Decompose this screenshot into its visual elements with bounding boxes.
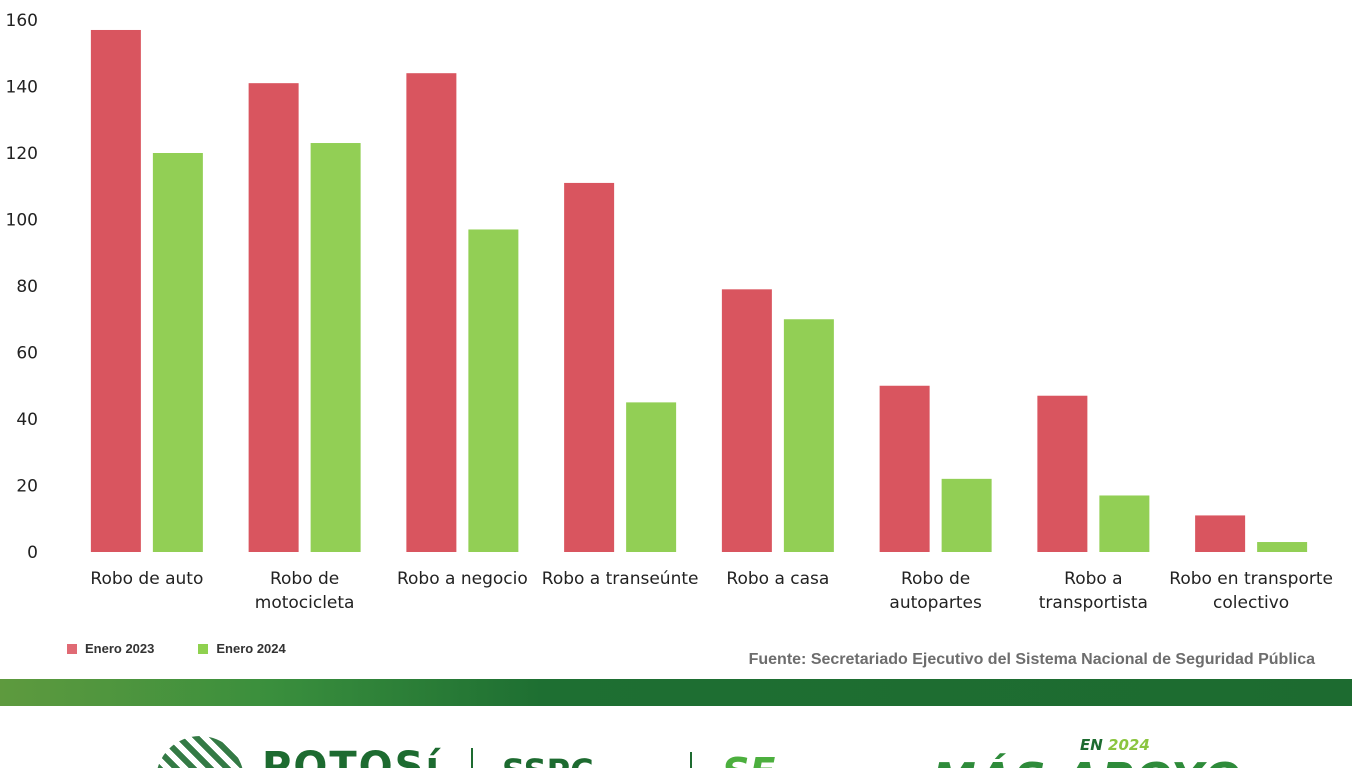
y-tick-label: 20 [16,477,38,497]
potosi-logo-text: POTOSí [262,744,442,768]
se-logo-text: SE [722,750,775,768]
y-tick-label: 140 [6,78,38,98]
slogan-year-text: EN 2024 [1080,736,1150,754]
x-category-label: transportista [1039,593,1148,613]
x-category-label: Robo en transporte [1169,569,1333,589]
slogan-en-text: EN [1080,736,1103,754]
sspc-logo-text: SSPC [502,752,594,768]
bar-2024 [468,229,519,552]
bar-2023 [1037,395,1088,552]
legend-label-2023: Enero 2023 [85,641,155,656]
x-category-label: Robo de [901,569,970,589]
x-category-label: Robo a casa [726,569,829,589]
source-note: Fuente: Secretariado Ejecutivo del Siste… [748,651,1315,668]
bar-2024 [152,153,203,552]
x-category-label: Robo a transeúnte [542,569,699,589]
x-category-label: motocicleta [255,593,355,613]
x-category-label: Robo a [1064,569,1122,589]
x-category-label: Robo a negocio [397,569,528,589]
bar-2023 [721,289,772,552]
bar-2023 [1195,515,1246,552]
y-tick-label: 40 [16,410,38,430]
y-tick-label: 60 [16,344,38,364]
legend-item-2024: Enero 2024 [198,641,286,656]
bar-2023 [564,182,615,553]
y-tick-label: 80 [16,277,38,297]
legend-label-2024: Enero 2024 [216,641,286,656]
legend-item-2023: Enero 2023 [67,641,154,656]
bar-2023 [248,83,299,553]
bar-2023 [90,29,141,553]
potosi-emblem-icon [156,736,244,768]
slogan-text: MÁS APOYO [932,754,1243,768]
bar-2023 [879,385,930,552]
footer-logos: POTOSí SSPC SE EN 2024 MÁS APOYO [0,706,1352,768]
chart-legend: Enero 2023 Enero 2024 [67,641,286,656]
logo-divider [690,752,692,768]
bar-2024 [783,319,834,552]
y-tick-label: 160 [6,11,38,31]
x-category-label: autopartes [889,593,982,613]
bar-2024 [310,143,361,552]
bar-2024 [1257,542,1308,552]
slogan-year: 2024 [1108,736,1150,754]
bar-2023 [406,73,457,552]
bar-chart: 0 20 40 60 80 100 120 140 160 Robo de auto Robo de… [6,11,1333,613]
legend-swatch-2023 [67,643,77,654]
bar-2024 [626,402,677,552]
bar-2024 [1099,495,1150,552]
x-category-label: Robo de auto [90,569,203,589]
logo-divider [471,748,473,768]
y-tick-label: 0 [27,543,38,563]
x-category-label: colectivo [1213,593,1289,613]
y-tick-label: 100 [6,211,38,231]
y-tick-label: 120 [6,144,38,164]
decorative-green-band [0,679,1352,706]
x-category-label: Robo de [270,569,339,589]
legend-swatch-2024 [198,643,209,654]
bar-2024 [941,478,992,552]
